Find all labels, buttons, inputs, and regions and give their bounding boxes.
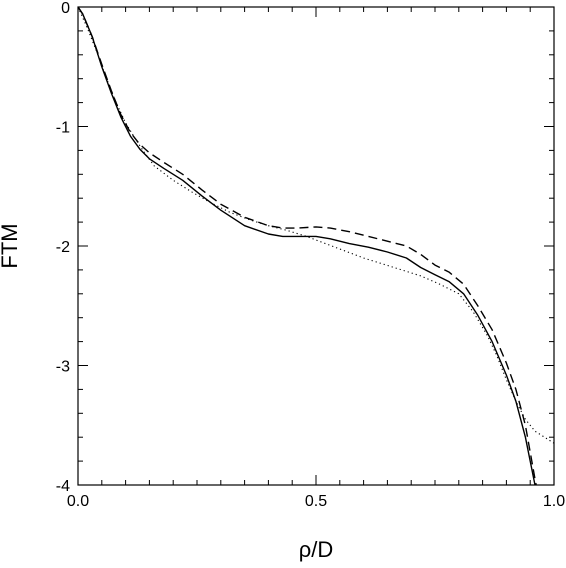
x-tick-label: 0.0 — [67, 493, 89, 510]
series-line-dotted — [78, 7, 554, 444]
series-line-dashed — [78, 7, 537, 485]
axis-ticks — [77, 6, 555, 486]
plot-frame — [77, 6, 555, 486]
x-axis-title: ρ/D — [299, 537, 334, 562]
x-tick-label: 1.0 — [543, 493, 565, 510]
series-layer — [78, 7, 554, 485]
x-tick-label: 0.5 — [305, 493, 327, 510]
y-tick-label: -1 — [56, 120, 70, 137]
tick-labels: 0.0 0.5 1.0 0 -1 -2 -3 -4 — [56, 0, 565, 510]
y-tick-label: 0 — [61, 0, 70, 17]
y-axis-title: FTM — [0, 223, 22, 268]
y-tick-label: -3 — [56, 359, 70, 376]
y-tick-label: -2 — [56, 239, 70, 256]
series-line-solid — [78, 7, 536, 485]
y-tick-label: -4 — [56, 478, 70, 495]
